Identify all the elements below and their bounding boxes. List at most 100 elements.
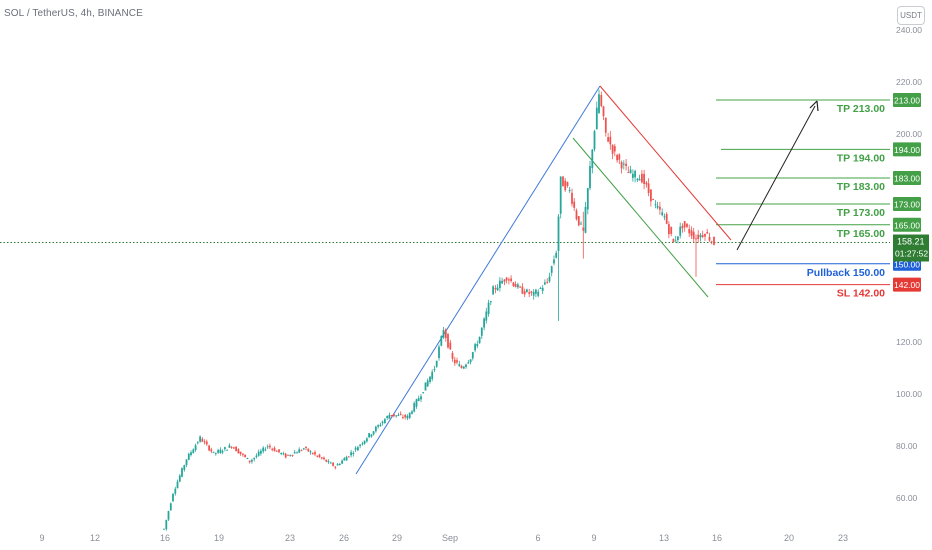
candle-body bbox=[368, 433, 370, 438]
candle-body bbox=[408, 412, 411, 418]
candle-body bbox=[625, 163, 627, 166]
symbol-title: SOL / TetherUS, 4h, BINANCE bbox=[4, 8, 143, 19]
x-tick-label: 16 bbox=[160, 533, 170, 543]
level-badge-text: 194.00 bbox=[894, 145, 920, 155]
candle-body bbox=[311, 453, 314, 455]
x-tick-label: 26 bbox=[339, 533, 349, 543]
candle-body bbox=[692, 231, 695, 239]
candle-body bbox=[228, 445, 231, 448]
candle-body bbox=[501, 280, 503, 284]
x-tick-label: 16 bbox=[712, 533, 722, 543]
candle-body bbox=[688, 229, 691, 234]
candle-body bbox=[413, 403, 416, 412]
y-tick-label: 200.00 bbox=[896, 129, 922, 139]
level-label: TP 213.00 bbox=[837, 103, 885, 115]
level-label: TP 165.00 bbox=[837, 228, 885, 240]
candle-body bbox=[230, 446, 233, 448]
candle-body bbox=[589, 166, 591, 189]
candle-body bbox=[366, 438, 368, 442]
candle-body bbox=[656, 205, 659, 208]
candle-body bbox=[609, 136, 612, 145]
candle-body bbox=[645, 182, 648, 185]
y-tick-label: 120.00 bbox=[896, 337, 922, 347]
x-tick-label: 23 bbox=[838, 533, 848, 543]
candle-body bbox=[517, 284, 519, 288]
candle-body bbox=[557, 216, 560, 251]
candle-body bbox=[499, 280, 501, 288]
candle-body bbox=[255, 455, 258, 457]
candle-body bbox=[681, 225, 684, 229]
candle-body bbox=[546, 281, 549, 283]
candle-body bbox=[537, 291, 540, 296]
candle-body bbox=[435, 360, 438, 367]
candle-body bbox=[471, 352, 474, 359]
candle-body bbox=[476, 344, 479, 347]
candle-body bbox=[174, 488, 177, 494]
candle-body bbox=[668, 224, 670, 235]
candle-body bbox=[224, 447, 226, 450]
candle-body bbox=[221, 451, 224, 453]
candle-body bbox=[372, 431, 375, 435]
candle-body bbox=[332, 462, 334, 466]
candle-body bbox=[251, 459, 253, 462]
candle-body bbox=[208, 445, 210, 451]
candle-body bbox=[431, 371, 434, 379]
candle-body bbox=[248, 460, 251, 463]
candle-body bbox=[456, 360, 458, 363]
candle-body bbox=[343, 458, 346, 461]
candle-body bbox=[199, 436, 201, 442]
candle-body bbox=[503, 279, 506, 282]
level-label: TP 173.00 bbox=[837, 207, 885, 219]
candle-body bbox=[677, 236, 679, 240]
candle-body bbox=[571, 192, 573, 204]
y-tick-label: 220.00 bbox=[896, 77, 922, 87]
candle-body bbox=[697, 234, 700, 239]
candle-body bbox=[679, 226, 682, 236]
candle-body bbox=[670, 226, 673, 234]
candle-body bbox=[370, 434, 373, 437]
candle-body bbox=[559, 176, 562, 214]
candle-body bbox=[257, 451, 260, 456]
candle-body bbox=[205, 441, 208, 445]
candle-body bbox=[528, 292, 531, 294]
candle-body bbox=[196, 442, 199, 444]
currency-button[interactable]: USDT bbox=[897, 6, 925, 25]
y-tick-label: 240.00 bbox=[896, 25, 922, 35]
candle-body bbox=[242, 453, 244, 455]
candle-body bbox=[526, 289, 528, 292]
candle-body bbox=[440, 336, 443, 346]
candle-body bbox=[467, 362, 470, 364]
candle-body bbox=[235, 446, 237, 452]
candle-body bbox=[305, 447, 307, 448]
candle-body bbox=[636, 178, 639, 180]
candle-body bbox=[167, 511, 170, 520]
candle-body bbox=[239, 451, 242, 454]
candle-body bbox=[327, 461, 330, 463]
candle-body bbox=[708, 236, 711, 241]
candle-body bbox=[219, 449, 222, 453]
candle-body bbox=[704, 234, 706, 237]
candles-group bbox=[163, 89, 715, 531]
candle-body bbox=[336, 464, 339, 466]
candle-body bbox=[329, 462, 332, 464]
candle-body bbox=[686, 223, 688, 227]
candle-body bbox=[226, 449, 228, 451]
candle-body bbox=[183, 465, 186, 470]
candle-body bbox=[377, 425, 379, 427]
candle-body bbox=[460, 366, 463, 369]
x-tick-label: 29 bbox=[392, 533, 402, 543]
candle-body bbox=[480, 327, 483, 336]
candle-body bbox=[492, 286, 494, 295]
candle-body bbox=[262, 447, 265, 452]
candle-body bbox=[404, 415, 407, 418]
candle-body bbox=[433, 368, 436, 370]
candle-body bbox=[296, 452, 298, 454]
candle-body bbox=[469, 359, 472, 363]
candle-body bbox=[300, 450, 303, 452]
candle-body bbox=[253, 457, 256, 460]
y-tick-label: 80.00 bbox=[896, 441, 918, 451]
candle-body bbox=[214, 452, 217, 454]
candle-body bbox=[535, 289, 537, 294]
candle-body bbox=[347, 456, 350, 458]
